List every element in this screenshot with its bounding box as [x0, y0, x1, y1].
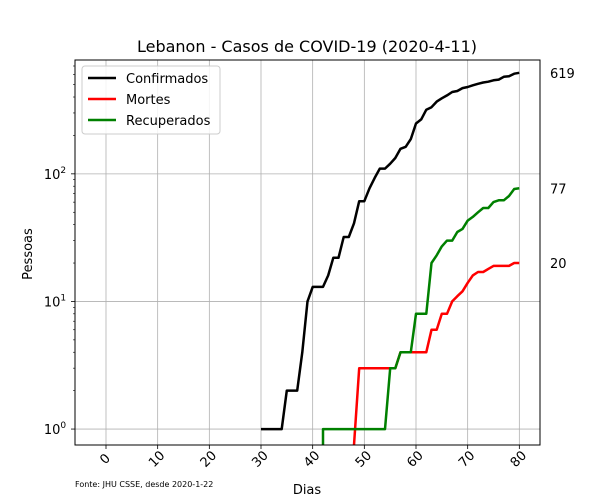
y-tick-label: 101	[44, 293, 66, 310]
legend-box	[81, 65, 221, 135]
end-value-mortes: 20	[550, 257, 567, 272]
x-tick-label: 60	[404, 448, 426, 470]
x-tick-label: 50	[353, 448, 375, 470]
x-tick-label: 80	[508, 448, 530, 470]
series-line-confirmados	[261, 71, 520, 431]
x-tick-label: 30	[249, 448, 271, 470]
source-note: Fonte: JHU CSSE, desde 2020-1-22	[75, 480, 213, 489]
legend: Confirmados Mortes Recuperados	[81, 65, 221, 135]
x-axis-label: Dias	[293, 483, 322, 498]
y-axis-label: Pessoas	[21, 228, 36, 280]
x-tick-label: 20	[198, 448, 220, 470]
legend-label: Recuperados	[126, 114, 211, 129]
x-tick-label: 0	[97, 451, 113, 467]
x-tick-label: 10	[146, 448, 168, 470]
end-labels: 619 20 77	[550, 67, 575, 272]
chart-title: Lebanon - Casos de COVID-19 (2020-4-11)	[137, 37, 477, 56]
legend-label: Mortes	[126, 93, 171, 108]
y-tick-label: 102	[44, 166, 66, 183]
plot-frame	[74, 59, 541, 446]
end-value-confirmados: 619	[550, 67, 575, 82]
series-line-recuperados	[321, 187, 520, 445]
series-layer	[261, 71, 520, 446]
x-tick-label: 40	[301, 448, 323, 470]
end-value-recuperados: 77	[550, 182, 567, 197]
y-tick-label: 100	[44, 421, 67, 438]
x-tick-label: 70	[456, 448, 478, 470]
legend-label: Confirmados	[126, 72, 208, 87]
series-line-mortes	[352, 261, 520, 446]
